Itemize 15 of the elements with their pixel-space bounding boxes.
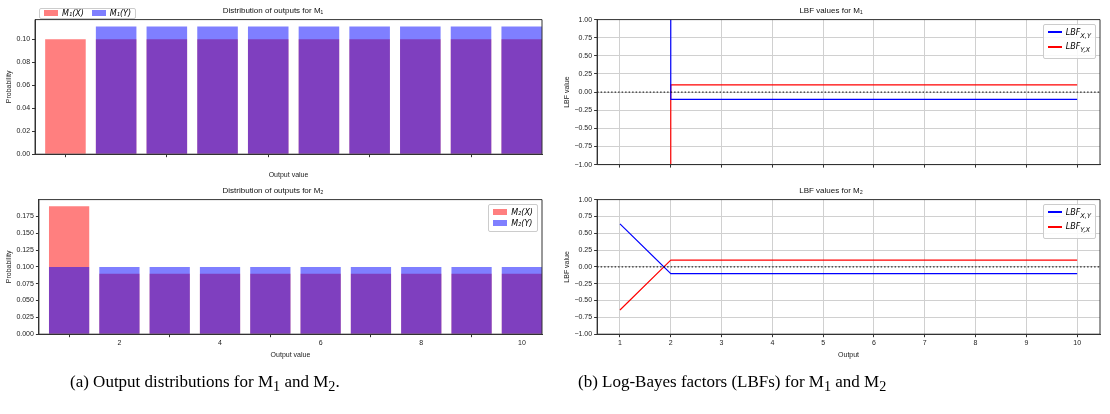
- legend-label: LBF$_{X,Y}$: [1065, 207, 1091, 220]
- legend-label: LBF$_{Y,X}$: [1065, 222, 1091, 234]
- legend-label: LBF$_{Y,X}$: [1065, 42, 1091, 54]
- legend-label: M₁(X): [62, 8, 84, 18]
- text: (b) Log-Bayes factors (LBFs) for M$_{1}$ and M$_{2}$: [578, 372, 887, 396]
- chart-title: Distribution of outputs for M₁: [222, 6, 324, 15]
- text: (a) Output distributions for M$_{1}$ and M$_{2}$.: [70, 372, 340, 396]
- legend-label: M₁(Y): [109, 8, 132, 18]
- chart-title: LBF values for M₂: [799, 186, 863, 195]
- chart-title: Distribution of outputs for M₂: [222, 186, 324, 195]
- bar: [48, 266, 90, 334]
- legend-label: M₂(Y): [511, 218, 533, 228]
- chart-title: LBF values for M₁: [799, 6, 863, 15]
- legend-label: M₂(X): [511, 207, 533, 217]
- legend-label: LBF$_{X,Y}$: [1065, 27, 1091, 40]
